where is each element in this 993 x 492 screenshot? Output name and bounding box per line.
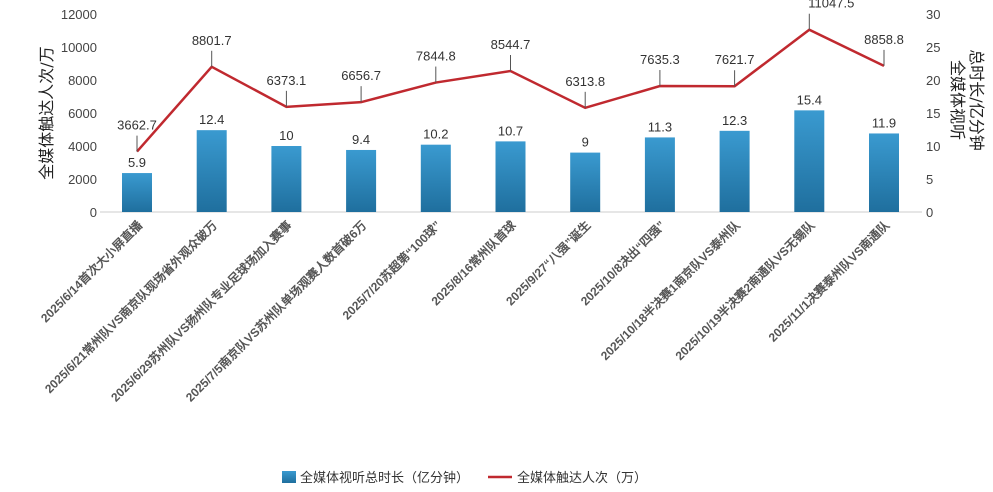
right-tick-label: 15: [926, 106, 940, 121]
bar: [869, 133, 899, 212]
left-tick-label: 12000: [61, 7, 97, 22]
right-tick-label: 0: [926, 205, 933, 220]
legend-bar-swatch: [282, 471, 296, 483]
legend-line-label: 全媒体触达人次（万）: [517, 470, 647, 485]
line-value-label: 8544.7: [491, 37, 531, 52]
bar: [420, 144, 451, 212]
right-tick-label: 5: [926, 172, 933, 187]
bar: [346, 149, 377, 212]
bar-value-label: 11.3: [648, 119, 672, 134]
bar: [719, 130, 750, 212]
line-value-label: 3662.7: [117, 118, 157, 133]
left-tick-label: 0: [90, 205, 97, 220]
left-tick-label: 4000: [68, 139, 97, 154]
right-tick-label: 25: [926, 40, 940, 55]
x-tick-label: 2025/11/1决赛泰州队VS南通队: [765, 217, 893, 345]
bar: [794, 110, 825, 212]
bar-series: 5.9 12.4 10 9.4 10.2 10.7 9 11.3 12.3 15.4 11.9: [122, 92, 899, 212]
bar-value-label: 12.3: [722, 113, 747, 128]
bar: [122, 173, 152, 212]
right-tick-label: 10: [926, 139, 940, 154]
x-tick-label: 2025/10/19半决赛2南通队VS无锡队: [672, 217, 818, 363]
bar-value-label: 10.7: [498, 123, 523, 138]
line-value-label: 7635.3: [640, 52, 680, 67]
left-tick-label: 8000: [68, 73, 97, 88]
left-axis-ticks: 0 2000 4000 6000 8000 10000 12000: [61, 7, 97, 220]
line-value-label: 8801.7: [192, 33, 232, 48]
bar: [196, 130, 227, 212]
bar: [644, 137, 675, 212]
line-value-label: 6373.1: [267, 73, 307, 88]
line-series: 3662.7 8801.7 6373.1 6656.7 7844.8 8544.7 6313…: [117, 0, 904, 153]
bar-value-label: 5.9: [128, 155, 146, 170]
right-axis-title-line2: 总时长/亿分钟: [967, 49, 986, 150]
left-tick-label: 6000: [68, 106, 97, 121]
right-axis-title-line1: 全媒体视听: [948, 60, 967, 140]
bar-value-label: 12.4: [199, 112, 224, 127]
bar: [570, 152, 601, 212]
bar: [495, 141, 526, 212]
legend: 全媒体视听总时长（亿分钟） 全媒体触达人次（万）: [282, 470, 647, 485]
bar-value-label: 11.9: [872, 115, 896, 130]
left-tick-label: 10000: [61, 40, 97, 55]
line-value-label: 6656.7: [341, 68, 381, 83]
legend-bar-label: 全媒体视听总时长（亿分钟）: [300, 470, 469, 485]
bar-value-label: 9: [582, 135, 589, 150]
x-tick-label: 2025/8/16常州队首球: [428, 217, 519, 308]
line-value-label: 11047.5: [808, 0, 854, 11]
line-value-label: 8858.8: [864, 32, 904, 47]
x-axis-labels: 2025/6/14首次大小屏直播2025/6/21常州队VS南京队现场省外观众破…: [37, 217, 892, 405]
bar: [271, 146, 302, 212]
line-value-label: 7621.7: [715, 52, 755, 67]
right-axis-ticks: 0 5 10 15 20 25 30: [926, 7, 940, 220]
x-tick-label: 2025/9/27“八强”诞生: [503, 218, 594, 309]
bar-value-label: 10.2: [423, 127, 448, 142]
x-tick-label: 2025/10/8决出“四强”: [577, 218, 668, 309]
right-tick-label: 20: [926, 73, 940, 88]
x-tick-label: 2025/10/18半决赛1南京队VS泰州队: [597, 217, 743, 363]
bar-value-label: 15.4: [797, 92, 822, 107]
right-tick-label: 30: [926, 7, 940, 22]
x-tick-label: 2025/6/21常州队VS南京队现场省外观众破万: [41, 218, 219, 396]
left-axis-title: 全媒体触达人次/万: [37, 46, 56, 179]
left-tick-label: 2000: [68, 172, 97, 187]
bar-value-label: 9.4: [352, 132, 370, 147]
line-value-label: 6313.8: [565, 74, 605, 89]
bar-value-label: 10: [279, 128, 293, 143]
line-value-label: 7844.8: [416, 49, 456, 64]
